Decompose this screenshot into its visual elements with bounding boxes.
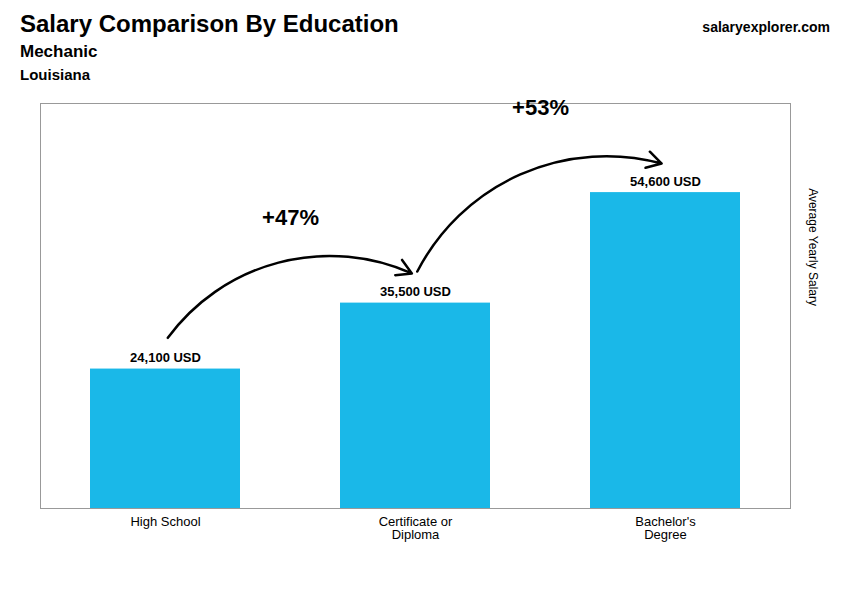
svg-text:54,600 USD: 54,600 USD — [630, 174, 701, 189]
svg-text:+53%: +53% — [512, 95, 569, 120]
svg-text:24,100 USD: 24,100 USD — [130, 350, 201, 365]
html-text:salaryexplorer.com: salaryexplorer.com — [702, 19, 830, 35]
svg-text:+47%: +47% — [262, 205, 319, 230]
html-text:Louisiana: Louisiana — [20, 66, 90, 83]
svg-text:Certificate orDiploma: Certificate orDiploma — [379, 514, 453, 542]
html-text:Salary Comparison By Education: Salary Comparison By Education — [20, 10, 399, 37]
svg-text:Average Yearly Salary: Average Yearly Salary — [806, 188, 820, 306]
svg-text:High School: High School — [130, 514, 200, 529]
html-text:Mechanic: Mechanic — [20, 42, 98, 61]
svg-text:Bachelor'sDegree: Bachelor'sDegree — [635, 514, 696, 542]
svg-text:35,500 USD: 35,500 USD — [380, 284, 451, 299]
